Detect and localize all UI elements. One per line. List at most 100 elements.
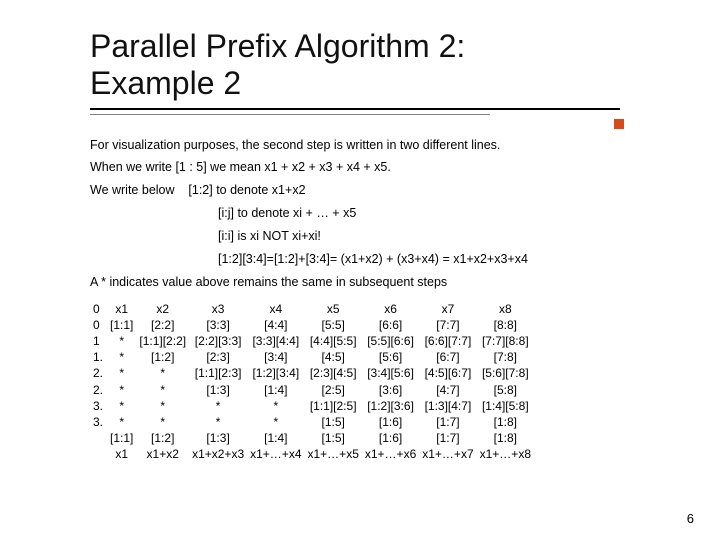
table-cell: [1:6] [362,430,419,446]
table-cell: * [136,414,189,430]
para-line: A * indicates value above remains the sa… [90,274,680,291]
row-label: 1. [90,349,107,365]
table-cell: [1:3][4:7] [419,398,476,414]
table-cell: [3:3][4:4] [247,333,304,349]
table-cell: * [107,365,136,381]
table-cell: [5:8] [477,382,534,398]
table-cell: [1:1][2:3] [189,365,247,381]
table-cell: [1:7] [419,414,476,430]
table-row: 1.*[1:2][2:3][3:4][4:5][5:6][6:7][7:8] [90,349,534,365]
table-cell: [3:3] [189,317,247,333]
table-cell: [1:4] [247,430,304,446]
table-cell: [4:5] [305,349,362,365]
table-cell: x1+…+x4 [247,446,304,462]
table-cell: * [107,333,136,349]
table-cell: * [247,398,304,414]
table-cell: [1:1][2:2] [136,333,189,349]
table-row: 1*[1:1][2:2][2:2][3:3][3:3][4:4][4:4][5:… [90,333,534,349]
table-cell: [1:3] [189,430,247,446]
table-cell: x1+x2 [136,446,189,462]
table-cell: x1+x2+x3 [189,446,247,462]
table-cell: [7:7][8:8] [477,333,534,349]
table-cell: * [107,382,136,398]
table-row: 0[1:1][2:2][3:3][4:4][5:5][6:6][7:7][8:8… [90,317,534,333]
table-cell: [3:4][5:6] [362,365,419,381]
table-row: x1x1+x2x1+x2+x3x1+…+x4x1+…+x5x1+…+x6x1+…… [90,446,534,462]
table-row: 0x1x2x3x4x5x6x7x8 [90,301,534,317]
title-line-2: Example 2 [90,65,241,101]
table-cell: [5:5] [305,317,362,333]
row-label: 0 [90,317,107,333]
table-cell: [3:6] [362,382,419,398]
table-cell: [2:5] [305,382,362,398]
slide: Parallel Prefix Algorithm 2: Example 2 F… [0,0,720,540]
table-cell: x4 [247,301,304,317]
table-cell: [1:1] [107,430,136,446]
table-cell: [7:8] [477,349,534,365]
table-cell: x1+…+x5 [305,446,362,462]
table-cell: * [247,414,304,430]
page-number: 6 [687,511,694,526]
table-cell: x8 [477,301,534,317]
table-cell: * [136,365,189,381]
table-cell: x1+…+x7 [419,446,476,462]
table-cell: [4:4] [247,317,304,333]
table-cell: [1:2][3:6] [362,398,419,414]
table-cell: [6:6] [362,317,419,333]
table-cell: [1:2][3:4] [247,365,304,381]
table-cell: x1+…+x6 [362,446,419,462]
table-row: 3.****[1:1][2:5][1:2][3:6][1:3][4:7][1:4… [90,398,534,414]
table-cell: [7:7] [419,317,476,333]
table-cell: x5 [305,301,362,317]
table-cell: [2:3] [189,349,247,365]
row-label: 2. [90,365,107,381]
table-cell: x1+…+x8 [477,446,534,462]
table-cell: [5:5][6:6] [362,333,419,349]
table-cell: [6:7] [419,349,476,365]
table-cell: [4:5][6:7] [419,365,476,381]
table-cell: * [189,414,247,430]
title-subrule [90,114,490,115]
table-cell: * [189,398,247,414]
para-line: [i:j] to denote xi + … + x5 [90,205,680,222]
table-cell: [1:2] [136,349,189,365]
table-cell: [1:2] [136,430,189,446]
row-label: 2. [90,382,107,398]
row-label: 0 [90,301,107,317]
table-cell: [4:7] [419,382,476,398]
row-label [90,446,107,462]
table-cell: x2 [136,301,189,317]
table-row: [1:1][1:2][1:3][1:4][1:5][1:6][1:7][1:8] [90,430,534,446]
table-cell: [1:4][5:8] [477,398,534,414]
table-cell: * [107,414,136,430]
accent-square-icon [614,119,624,129]
table-row: 2.**[1:1][2:3][1:2][3:4][2:3][4:5][3:4][… [90,365,534,381]
table-cell: [1:1][2:5] [305,398,362,414]
para-line: [i:i] is xi NOT xi+xi! [90,228,680,245]
table-cell: [3:4] [247,349,304,365]
table-cell: [4:4][5:5] [305,333,362,349]
table-cell: x1 [107,446,136,462]
table-cell: [2:3][4:5] [305,365,362,381]
table-cell: [1:4] [247,382,304,398]
para-line: For visualization purposes, the second s… [90,137,680,154]
table-cell: [2:2][3:3] [189,333,247,349]
title-line-1: Parallel Prefix Algorithm 2: [90,28,465,64]
table-cell: [1:6] [362,414,419,430]
table-cell: [1:5] [305,414,362,430]
table-cell: [1:8] [477,414,534,430]
table-cell: [2:2] [136,317,189,333]
table-cell: [1:3] [189,382,247,398]
table-cell: [1:5] [305,430,362,446]
table-cell: x3 [189,301,247,317]
table-cell: * [136,382,189,398]
para-line: We write below [1:2] to denote x1+x2 [90,182,680,199]
title-rule [90,108,620,110]
row-label: 3. [90,414,107,430]
table-cell: * [107,349,136,365]
table-row: 2.**[1:3][1:4][2:5][3:6][4:7][5:8] [90,382,534,398]
table-cell: [5:6] [362,349,419,365]
para-line: [1:2][3:4]=[1:2]+[3:4]= (x1+x2) + (x3+x4… [90,251,680,268]
slide-title: Parallel Prefix Algorithm 2: Example 2 [90,28,680,102]
table-cell: x7 [419,301,476,317]
